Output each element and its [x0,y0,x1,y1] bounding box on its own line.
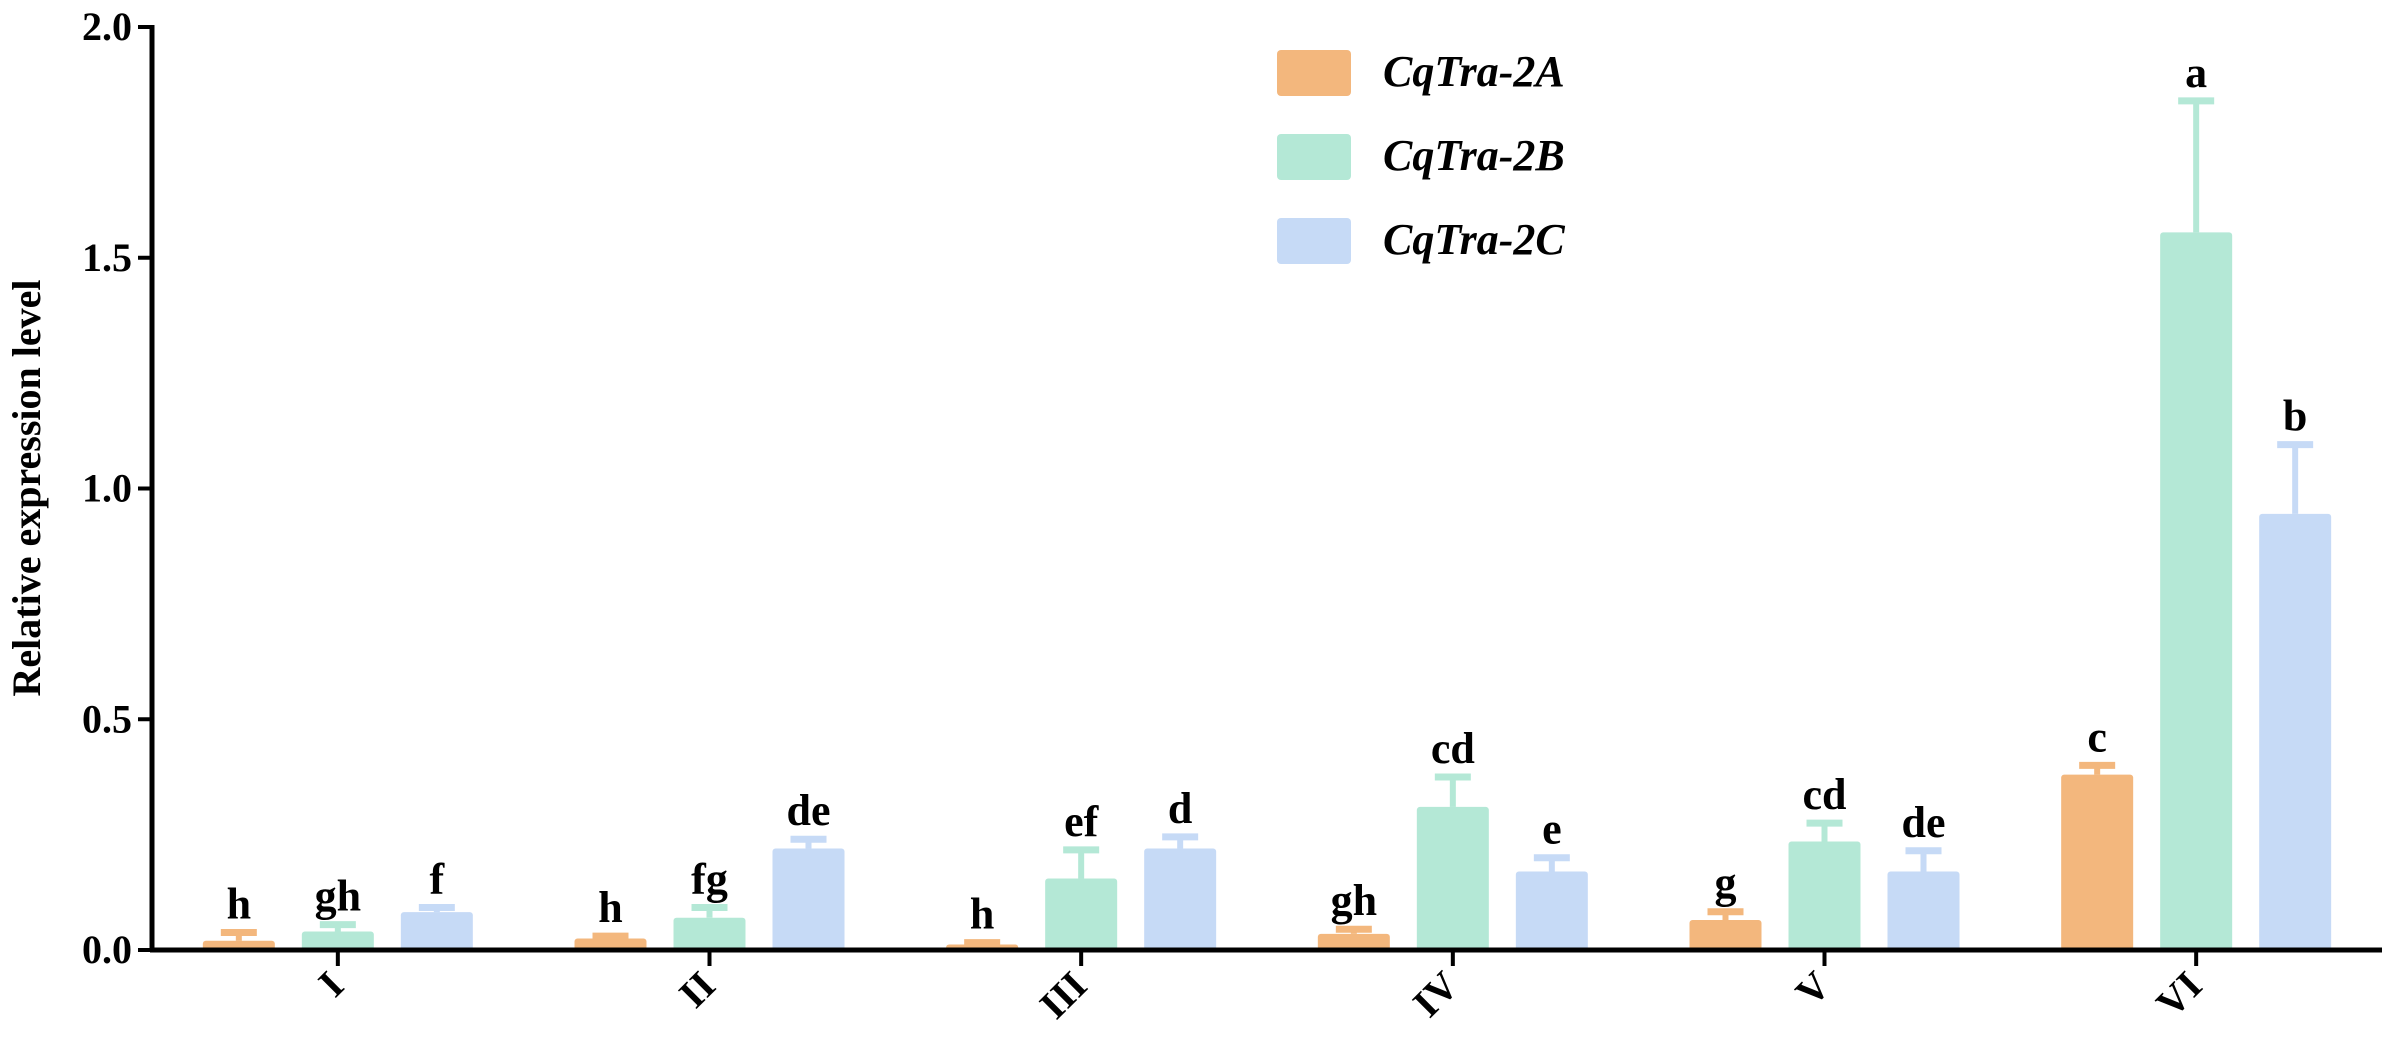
bar [2259,513,2332,950]
bar [1416,806,1489,950]
significance-label: gh [315,872,361,921]
y-tick-label: 0.0 [82,927,132,972]
significance-label: de [1902,798,1946,847]
bar [400,912,473,950]
bar [1515,871,1588,950]
bar [1144,848,1217,950]
legend-label: CqTra-2A [1383,47,1565,96]
significance-label: b [2283,392,2307,441]
x-tick-label: I [309,963,352,1006]
legend-swatch [1277,218,1351,264]
plot-area: h gh f h fg de h ef d gh cd e g cd de c a b [202,48,2332,950]
y-tick-label: 1.0 [82,466,132,511]
bar [574,938,647,950]
significance-label: gh [1331,876,1377,925]
x-tick-label: III [1031,963,1096,1028]
y-tick-label: 1.5 [82,235,132,280]
significance-label: de [787,786,831,835]
legend-swatch [1277,134,1351,180]
bar [673,917,746,950]
y-tick-label: 0.5 [82,696,132,741]
legend-label: CqTra-2B [1383,131,1565,180]
bar [2061,774,2134,950]
y-axis-label: Relative expression level [4,280,49,697]
bar [1689,920,1762,950]
significance-label: fg [691,855,728,904]
x-tick-label: VI [2147,963,2210,1026]
significance-label: h [598,883,622,932]
significance-label: f [430,855,446,904]
legend-label: CqTra-2C [1383,215,1565,264]
significance-label: c [2087,712,2107,761]
significance-label: e [1542,805,1562,854]
significance-label: h [227,879,251,928]
bar [1045,878,1118,950]
significance-label: cd [1431,724,1475,773]
axes: 0.00.51.01.52.0I II III IV V VI [82,4,2382,1027]
significance-label: h [970,890,994,939]
legend-swatch [1277,50,1351,96]
bar [1317,933,1390,950]
significance-label: d [1168,784,1192,833]
bar [1887,871,1960,950]
bar [2160,232,2233,950]
y-tick-label: 2.0 [82,4,132,49]
bar [772,848,845,950]
significance-label: cd [1803,770,1847,819]
legend: CqTra-2A CqTra-2B CqTra-2C [1277,47,1565,264]
significance-label: g [1715,859,1737,908]
x-tick-label: IV [1404,962,1467,1025]
bar [301,931,374,950]
significance-label: a [2185,48,2207,97]
x-tick-label: V [1787,962,1839,1014]
x-tick-label: II [670,963,724,1017]
significance-label: ef [1064,797,1100,846]
bar [1788,841,1861,950]
